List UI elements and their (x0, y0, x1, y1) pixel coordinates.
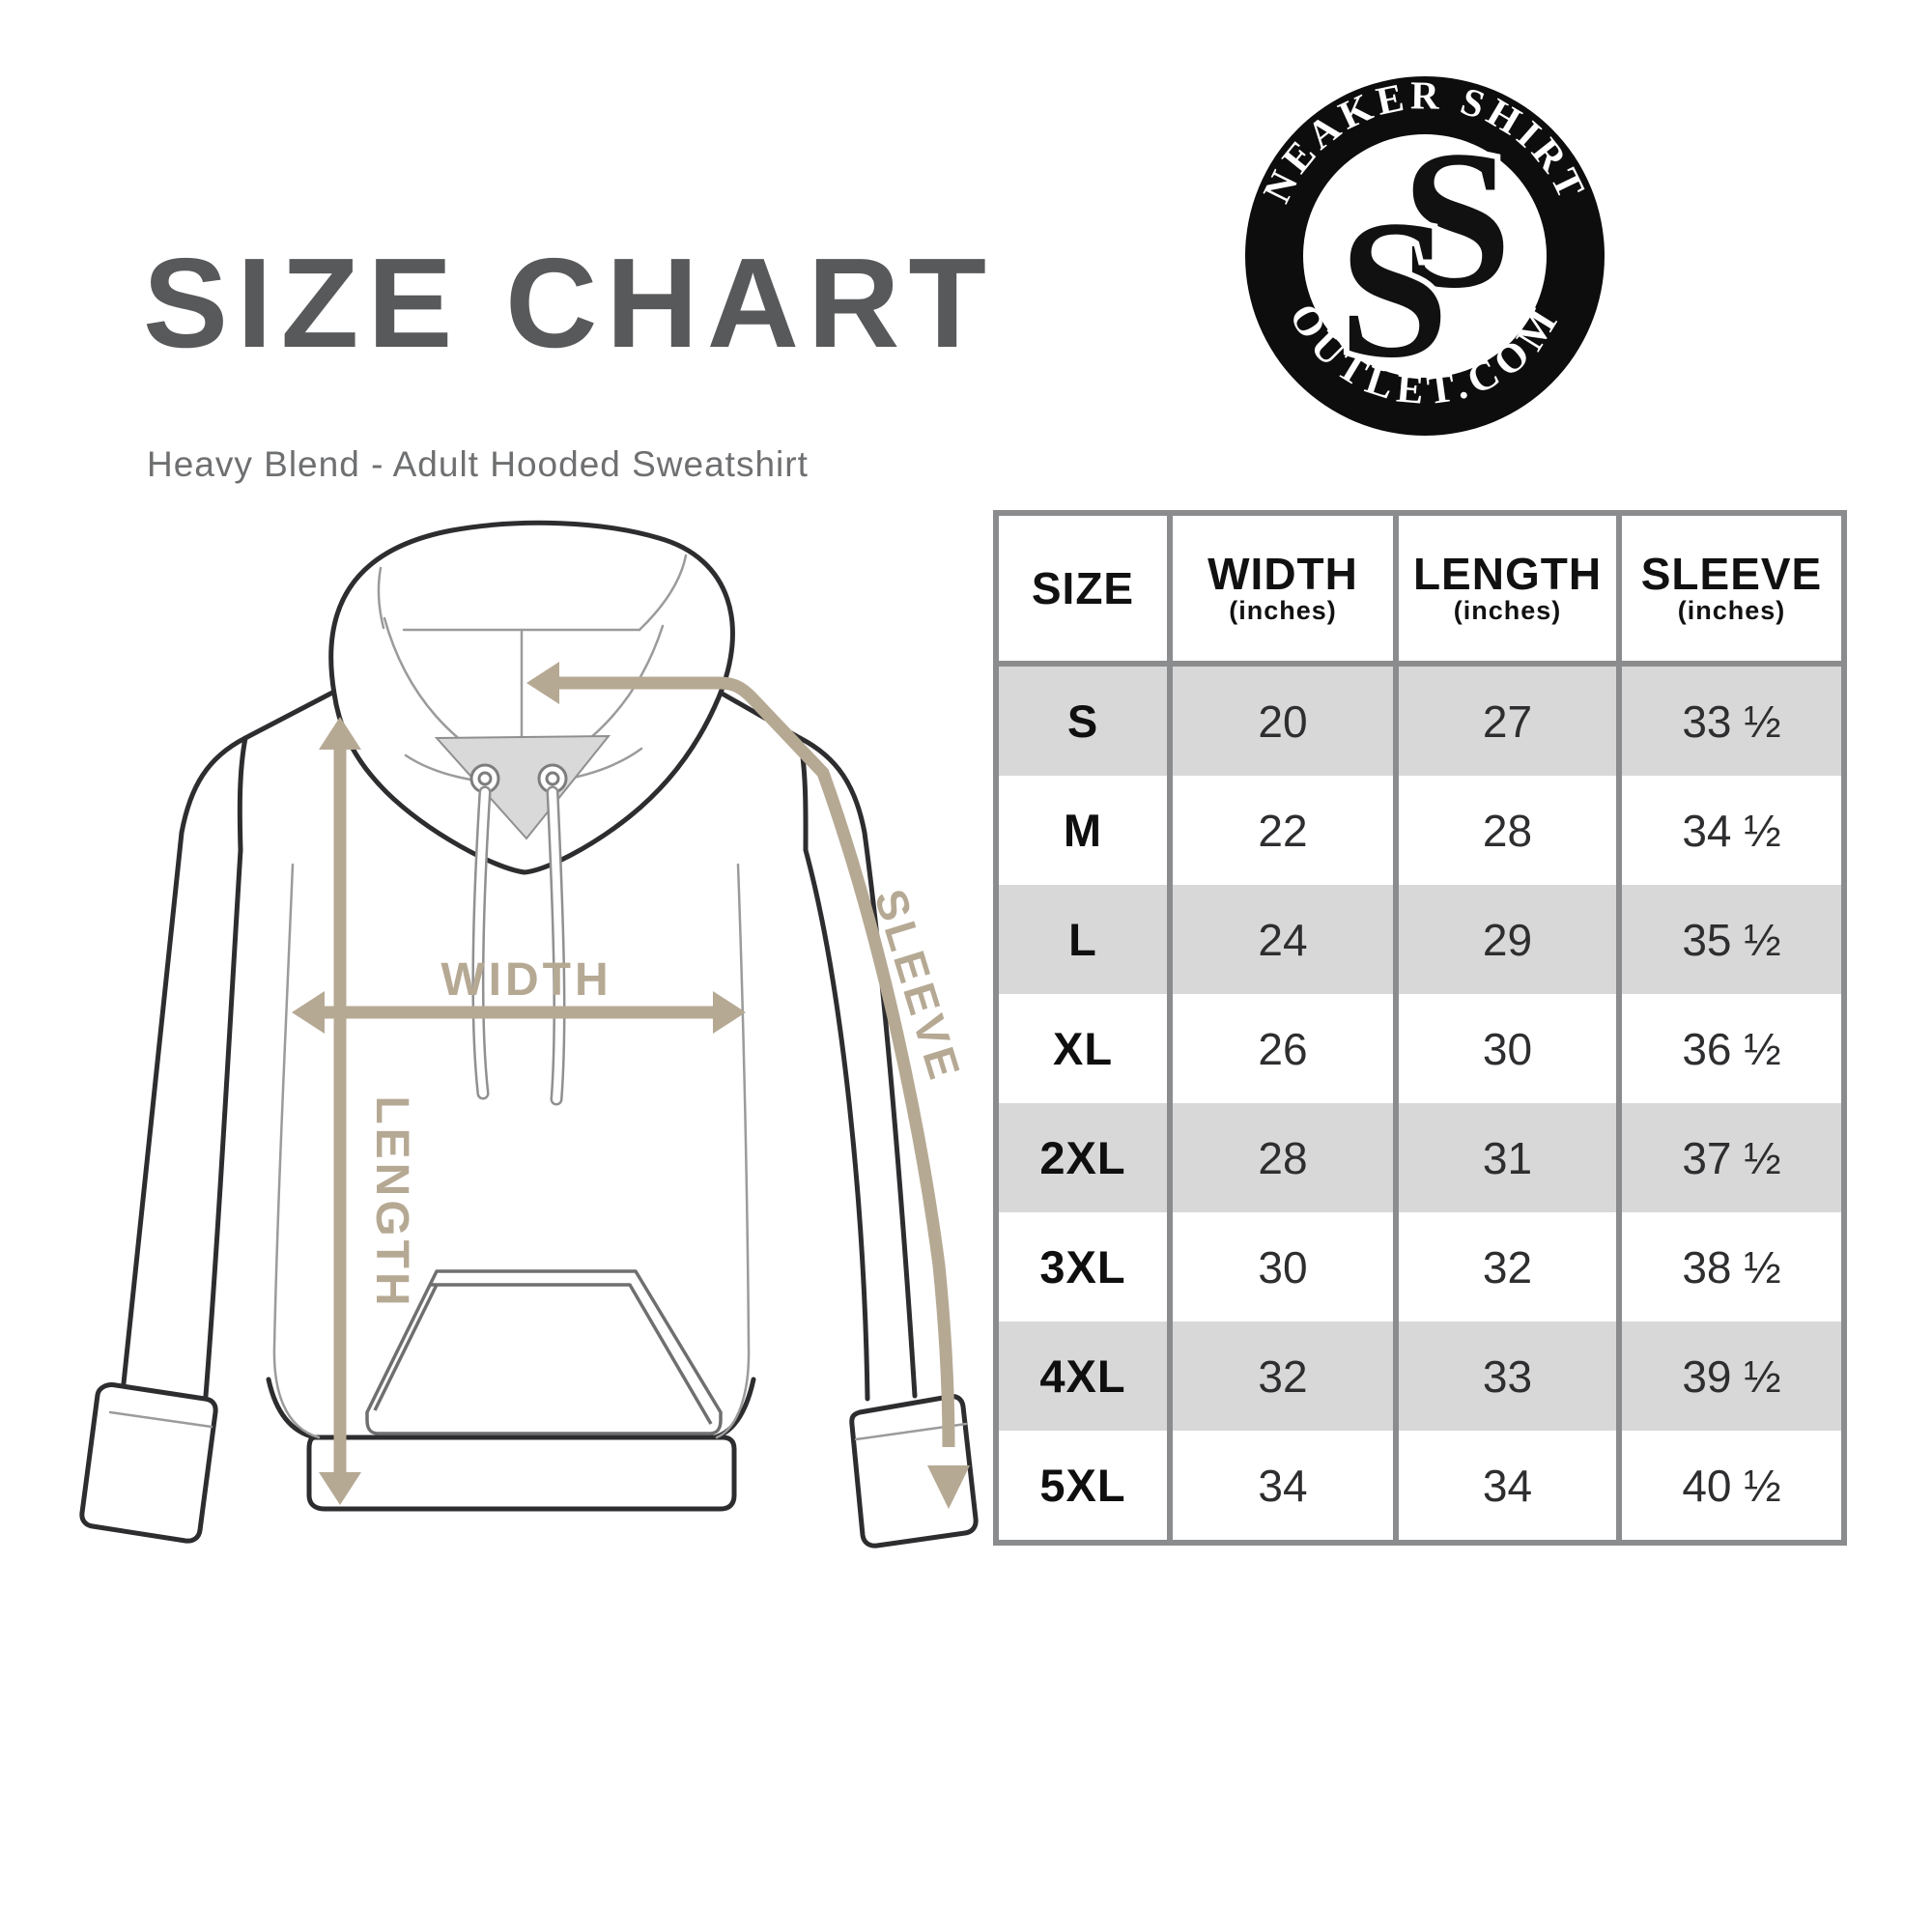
sleeve-value-cell: 36 ½ (1616, 994, 1844, 1103)
size-table-header: SIZE WIDTH (inches) LENGTH (inches) SLEE… (996, 513, 1844, 667)
brand-logo: SNEAKER SHIRTS OUTLET.COM S S (1238, 70, 1605, 436)
column-header-width: WIDTH (inches) (1167, 513, 1396, 667)
width-value-cell: 22 (1167, 776, 1396, 885)
table-row: L 24 29 35 ½ (996, 885, 1844, 994)
sleeve-arrow (541, 676, 955, 1448)
width-label: WIDTH (440, 954, 611, 1006)
width-value-cell: 26 (1167, 994, 1396, 1103)
table-row: XL 26 30 36 ½ (996, 994, 1844, 1103)
table-row: 4XL 32 33 39 ½ (996, 1321, 1844, 1431)
svg-text:S: S (1402, 110, 1512, 329)
sleeve-value-cell: 38 ½ (1616, 1212, 1844, 1321)
table-body: S 20 27 33 ½ M 22 28 34 ½ L 24 29 35 ½ XL 26 30 36 ½ 2XL… (996, 664, 1844, 1543)
width-value-cell: 24 (1167, 885, 1396, 994)
sleeve-value-cell: 34 ½ (1616, 776, 1844, 885)
length-value-cell: 31 (1393, 1103, 1619, 1212)
size-cell: 4XL (1039, 1350, 1126, 1402)
length-value-cell: 27 (1393, 664, 1619, 776)
length-value-cell: 28 (1393, 776, 1619, 885)
width-value-cell: 30 (1167, 1212, 1396, 1321)
sleeve-value-cell: 37 ½ (1616, 1103, 1844, 1212)
sleeve-value-cell: 39 ½ (1616, 1321, 1844, 1431)
table-row: S 20 27 33 ½ (996, 664, 1844, 776)
length-label: LENGTH (366, 1095, 417, 1309)
measurement-arrows (292, 662, 970, 1509)
kangaroo-pocket (365, 1269, 723, 1435)
logo-ss-monogram-icon: S S (1333, 104, 1518, 405)
length-value-cell: 34 (1393, 1431, 1619, 1543)
drawstring-eyelets (469, 763, 568, 794)
size-cell: L (1068, 914, 1097, 965)
sleeve-value-cell: 35 ½ (1616, 885, 1844, 994)
sleeve-value-cell: 33 ½ (1616, 664, 1844, 776)
sleeve-value-cell: 40 ½ (1616, 1431, 1844, 1543)
table-row: 3XL 30 32 38 ½ (996, 1212, 1844, 1321)
width-value-cell: 28 (1167, 1103, 1396, 1212)
page-title: SIZE CHART (143, 232, 995, 374)
width-value-cell: 32 (1167, 1321, 1396, 1431)
size-cell: S (1066, 696, 1099, 747)
size-cell: 2XL (1039, 1132, 1126, 1183)
size-cell: XL (1052, 1023, 1114, 1074)
length-value-cell: 33 (1393, 1321, 1619, 1431)
length-value-cell: 30 (1393, 994, 1619, 1103)
column-header-sleeve: SLEEVE (inches) (1616, 513, 1844, 667)
hoodie-outline (79, 520, 979, 1548)
drawstrings (471, 785, 566, 1106)
measurement-labels: WIDTH LENGTH SLEEVE (366, 883, 971, 1309)
page-subtitle: Heavy Blend - Adult Hooded Sweatshirt (147, 444, 809, 484)
svg-text:S: S (1339, 180, 1449, 399)
size-cell: 5XL (1039, 1460, 1126, 1511)
width-value-cell: 34 (1167, 1431, 1396, 1543)
length-value-cell: 32 (1393, 1212, 1619, 1321)
table-row: 2XL 28 31 37 ½ (996, 1103, 1844, 1212)
size-cell: M (1063, 805, 1103, 856)
width-value-cell: 20 (1167, 664, 1396, 776)
logo-inner-circle (1303, 134, 1547, 378)
column-header-size: SIZE (996, 513, 1170, 667)
size-table: SIZE WIDTH (inches) LENGTH (inches) SLEE… (993, 510, 1847, 1546)
table-row: M 22 28 34 ½ (996, 776, 1844, 885)
column-header-length: LENGTH (inches) (1393, 513, 1619, 667)
length-value-cell: 29 (1393, 885, 1619, 994)
size-cell: 3XL (1039, 1241, 1126, 1293)
table-row: 5XL 34 34 40 ½ (996, 1431, 1844, 1543)
